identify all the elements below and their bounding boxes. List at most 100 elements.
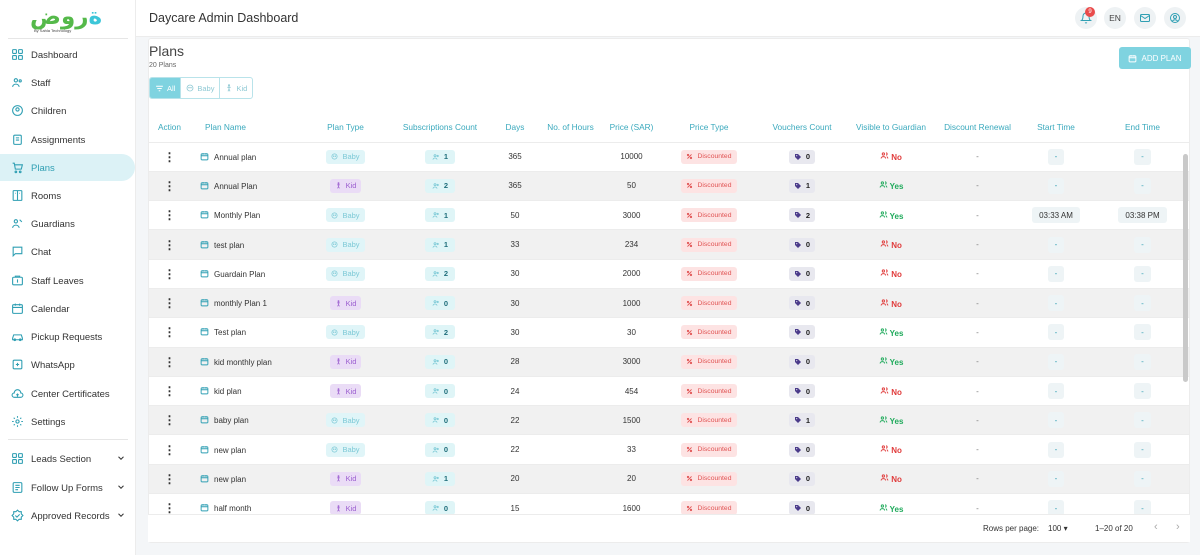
column-header[interactable]: Days	[495, 112, 535, 143]
sidebar-item-staff[interactable]: Staff	[0, 69, 135, 96]
sidebar-item-rooms[interactable]: Rooms	[0, 182, 135, 209]
table-scrollbar[interactable]	[1183, 154, 1188, 382]
table-row[interactable]: ⋮ baby plan Baby 0 22 1500 Discounted 1 Yes - - -	[149, 405, 1189, 436]
row-actions-button[interactable]: ⋮	[163, 296, 176, 311]
row-actions-button[interactable]: ⋮	[163, 266, 176, 281]
plan-name-cell: new plan	[190, 464, 306, 495]
sidebar-item-follow-up-forms[interactable]: Follow Up Forms	[0, 474, 135, 501]
percent-icon	[687, 359, 693, 365]
start-time: -	[1047, 236, 1065, 253]
sidebar-item-guardians[interactable]: Guardians	[0, 210, 135, 237]
column-header[interactable]: Start Time	[1016, 112, 1096, 143]
column-header[interactable]: Action	[149, 112, 190, 143]
form-icon	[12, 482, 23, 493]
vouchers-badge: 0	[788, 237, 816, 252]
sidebar-item-calendar[interactable]: Calendar	[0, 295, 135, 322]
next-page-button[interactable]: ›	[1176, 521, 1180, 533]
table-footer: Rows per page: 100 ▾ 1–20 of 20 ‹ ›	[148, 514, 1190, 542]
column-header[interactable]: Plan Type	[306, 112, 385, 143]
guardians-icon	[879, 181, 887, 188]
row-actions-button[interactable]: ⋮	[163, 413, 176, 428]
column-header[interactable]: Price Type	[657, 112, 761, 143]
hours-cell	[535, 347, 606, 377]
sidebar-item-leads-section[interactable]: Leads Section	[0, 445, 135, 472]
table-row[interactable]: ⋮ monthly Plan 1 Kid 0 30 1000 Discounted 0 No -…	[149, 288, 1189, 319]
table-row[interactable]: ⋮ kid monthly plan Kid 0 28 3000 Discounted 0 Y…	[149, 347, 1189, 377]
price-cell: 3000	[606, 200, 657, 231]
row-actions-button[interactable]: ⋮	[163, 471, 176, 486]
row-actions-button[interactable]: ⋮	[163, 325, 176, 340]
messages-button[interactable]	[1134, 7, 1156, 29]
hours-cell	[535, 171, 606, 202]
filter-kid[interactable]: Kid	[220, 78, 252, 98]
column-header[interactable]: Subscriptions Count	[385, 112, 495, 143]
subscriptions-count: 0	[443, 445, 449, 455]
prev-page-button[interactable]: ‹	[1154, 521, 1158, 533]
subscriptions-badge: 1	[424, 208, 456, 223]
plan-name-cell: baby plan	[190, 405, 306, 436]
sidebar-item-whatsapp[interactable]: WhatsApp	[0, 351, 135, 378]
sidebar-item-staff-leaves[interactable]: Staff Leaves	[0, 267, 135, 294]
sidebar-item-chat[interactable]: Chat	[0, 238, 135, 265]
row-actions-button[interactable]: ⋮	[163, 149, 176, 164]
profile-button[interactable]	[1164, 7, 1186, 29]
language-button[interactable]: EN	[1104, 7, 1126, 29]
baby-icon	[331, 270, 338, 277]
plan-calendar-icon	[200, 416, 209, 424]
row-actions-button[interactable]: ⋮	[163, 354, 176, 369]
table-row[interactable]: ⋮ Monthly Plan Baby 1 50 3000 Discounted 2 Yes -…	[149, 200, 1189, 231]
guardians-icon	[879, 357, 887, 364]
days-cell: 30	[495, 288, 535, 319]
table-row[interactable]: ⋮ new plan Baby 0 22 33 Discounted 0 No - - -	[149, 434, 1189, 465]
price-type-badge: Discounted	[681, 296, 737, 311]
table-row[interactable]: ⋮ Annual Plan Kid 2 365 50 Discounted 1 Yes - - -	[149, 171, 1189, 202]
row-actions-button[interactable]: ⋮	[163, 208, 176, 223]
users-icon	[432, 153, 439, 160]
visible-label: No	[891, 475, 902, 485]
table-row[interactable]: ⋮ Guardain Plan Baby 2 30 2000 Discounted 0 No -…	[149, 259, 1189, 289]
column-header[interactable]: Visible to Guardian	[843, 112, 939, 143]
sidebar-item-approved-records[interactable]: Approved Records	[0, 502, 135, 529]
column-header[interactable]: No. of Hours	[535, 112, 606, 143]
column-header[interactable]: Discount Renewal	[939, 112, 1016, 143]
add-plan-button[interactable]: ADD PLAN	[1119, 47, 1191, 69]
filter-baby[interactable]: Baby	[181, 78, 221, 98]
plan-name: half month	[214, 504, 252, 514]
sidebar-item-label: Guardians	[31, 219, 75, 230]
row-actions-button[interactable]: ⋮	[163, 178, 176, 193]
sidebar-item-center-certificates[interactable]: Center Certificates	[0, 380, 135, 407]
table-row[interactable]: ⋮ new plan Kid 1 20 20 Discounted 0 No - - -	[149, 464, 1189, 495]
days-cell: 30	[495, 259, 535, 289]
tag-icon	[794, 182, 801, 189]
column-header[interactable]: Price (SAR)	[606, 112, 657, 143]
filter-baby-label: Baby	[197, 83, 215, 93]
filter-all[interactable]: All	[150, 78, 182, 98]
sidebar-item-plans[interactable]: Plans	[0, 154, 135, 181]
column-header[interactable]: End Time	[1096, 112, 1189, 143]
price-type-badge: Discounted	[681, 501, 737, 516]
row-actions-button[interactable]: ⋮	[163, 442, 176, 457]
row-actions-button[interactable]: ⋮	[163, 501, 176, 516]
sidebar-item-dashboard[interactable]: Dashboard	[0, 41, 135, 68]
percent-icon	[687, 300, 693, 306]
row-actions-button[interactable]: ⋮	[163, 237, 176, 252]
plan-name: Guardain Plan	[214, 269, 266, 279]
table-row[interactable]: ⋮ Annual plan Baby 1 365 10000 Discounted 0 No -…	[149, 142, 1189, 172]
column-header[interactable]: Plan Name	[190, 112, 306, 143]
sidebar-item-children[interactable]: Children	[0, 97, 135, 124]
table-row[interactable]: ⋮ kid plan Kid 0 24 454 Discounted 0 No - - -	[149, 376, 1189, 407]
guardians-icon	[880, 445, 889, 452]
table-row[interactable]: ⋮ test plan Baby 1 33 234 Discounted 0 No - - -	[149, 229, 1189, 260]
plan-type-label: Kid	[345, 298, 357, 308]
guardians-icon	[879, 416, 887, 423]
sidebar-item-pickup-requests[interactable]: Pickup Requests	[0, 323, 135, 350]
row-actions-button[interactable]: ⋮	[163, 384, 176, 399]
table-row[interactable]: ⋮ Test plan Baby 2 30 30 Discounted 0 Yes - - -	[149, 317, 1189, 348]
users-icon	[432, 300, 439, 306]
column-header[interactable]: Vouchers Count	[761, 112, 843, 143]
sidebar-item-settings[interactable]: Settings	[0, 408, 135, 435]
users-icon	[432, 417, 439, 424]
vouchers-badge: 0	[788, 442, 816, 457]
rows-per-page-select[interactable]: 100 ▾	[1048, 524, 1068, 533]
sidebar-item-assignments[interactable]: Assignments	[0, 126, 135, 153]
